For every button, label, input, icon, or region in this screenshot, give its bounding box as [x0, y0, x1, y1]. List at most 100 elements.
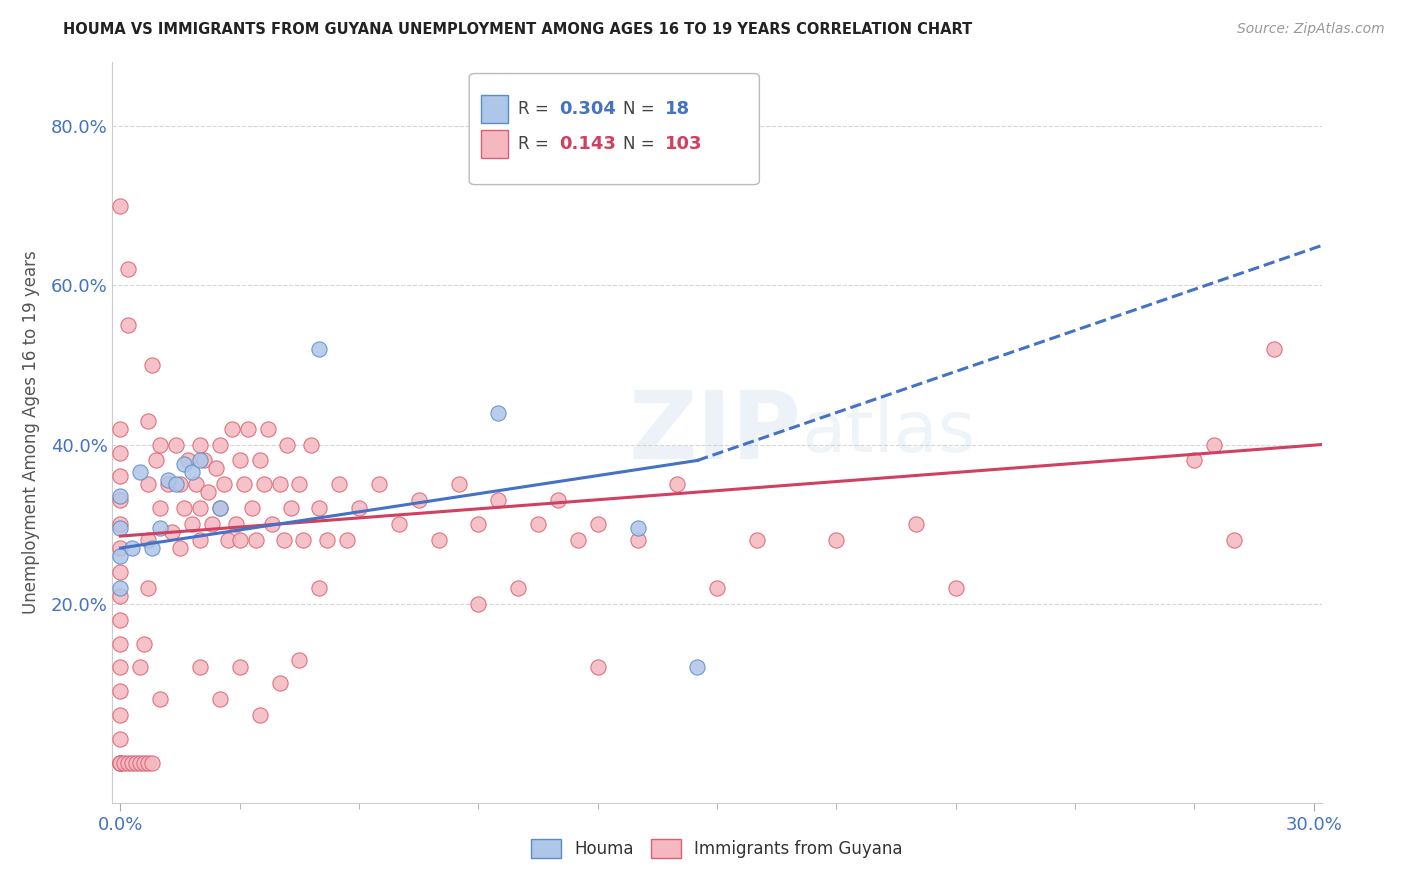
- Point: [110, 756, 132, 770]
- Point: [308, 342, 330, 356]
- Text: R =: R =: [517, 100, 554, 118]
- Point: [129, 466, 152, 480]
- Point: [121, 756, 143, 770]
- Point: [626, 521, 648, 535]
- FancyBboxPatch shape: [481, 130, 508, 158]
- Point: [141, 756, 163, 770]
- Point: [408, 493, 430, 508]
- Point: [169, 477, 191, 491]
- Point: [129, 756, 152, 770]
- Point: [110, 589, 132, 603]
- Point: [134, 756, 156, 770]
- Point: [160, 525, 183, 540]
- Point: [256, 422, 278, 436]
- Point: [188, 501, 211, 516]
- Point: [945, 581, 967, 595]
- Point: [253, 477, 276, 491]
- Text: 0.304: 0.304: [558, 100, 616, 118]
- Point: [825, 533, 848, 547]
- Point: [467, 597, 489, 611]
- Point: [447, 477, 470, 491]
- Point: [269, 676, 291, 690]
- Point: [110, 549, 132, 563]
- Point: [136, 477, 159, 491]
- Point: [193, 453, 215, 467]
- Legend: Houma, Immigrants from Guyana: Houma, Immigrants from Guyana: [524, 832, 910, 865]
- Point: [110, 199, 132, 213]
- Point: [249, 708, 271, 723]
- Text: N =: N =: [623, 135, 659, 153]
- Point: [110, 581, 132, 595]
- Point: [169, 541, 191, 555]
- Point: [110, 445, 132, 459]
- Point: [173, 501, 195, 516]
- Point: [467, 517, 489, 532]
- Point: [117, 318, 139, 333]
- Point: [117, 756, 139, 770]
- Point: [208, 437, 231, 451]
- Point: [904, 517, 927, 532]
- Point: [149, 521, 172, 535]
- Point: [666, 477, 689, 491]
- Point: [110, 637, 132, 651]
- Point: [1182, 453, 1205, 467]
- Point: [149, 501, 172, 516]
- Text: HOUMA VS IMMIGRANTS FROM GUYANA UNEMPLOYMENT AMONG AGES 16 TO 19 YEARS CORRELATI: HOUMA VS IMMIGRANTS FROM GUYANA UNEMPLOY…: [63, 22, 973, 37]
- Point: [328, 477, 350, 491]
- Point: [110, 732, 132, 747]
- Point: [427, 533, 450, 547]
- Point: [486, 406, 509, 420]
- Point: [165, 437, 187, 451]
- Point: [225, 517, 247, 532]
- Point: [110, 469, 132, 483]
- Point: [110, 756, 132, 770]
- Point: [229, 453, 252, 467]
- Point: [288, 477, 311, 491]
- Point: [141, 358, 163, 372]
- Point: [157, 474, 180, 488]
- Point: [229, 660, 252, 674]
- Point: [110, 708, 132, 723]
- Point: [110, 517, 132, 532]
- Point: [486, 493, 509, 508]
- Point: [1263, 342, 1285, 356]
- Text: ZIP: ZIP: [628, 386, 801, 479]
- Point: [110, 756, 132, 770]
- Point: [292, 533, 315, 547]
- Text: Source: ZipAtlas.com: Source: ZipAtlas.com: [1237, 22, 1385, 37]
- Point: [626, 533, 648, 547]
- Point: [706, 581, 728, 595]
- Point: [136, 756, 159, 770]
- Point: [208, 501, 231, 516]
- Point: [236, 422, 259, 436]
- Point: [112, 756, 135, 770]
- Point: [527, 517, 550, 532]
- Point: [181, 517, 204, 532]
- Point: [184, 477, 207, 491]
- Point: [136, 533, 159, 547]
- Point: [245, 533, 267, 547]
- Point: [208, 692, 231, 706]
- Point: [508, 581, 530, 595]
- Point: [110, 422, 132, 436]
- Point: [240, 501, 263, 516]
- Point: [586, 517, 609, 532]
- Point: [110, 541, 132, 555]
- Point: [201, 517, 224, 532]
- Point: [217, 533, 239, 547]
- Point: [136, 581, 159, 595]
- Point: [1223, 533, 1246, 547]
- Point: [269, 477, 291, 491]
- Point: [129, 660, 152, 674]
- Point: [547, 493, 569, 508]
- Point: [336, 533, 359, 547]
- Point: [165, 477, 187, 491]
- Point: [347, 501, 370, 516]
- Point: [276, 437, 298, 451]
- Point: [586, 660, 609, 674]
- Point: [197, 485, 219, 500]
- Point: [280, 501, 302, 516]
- Text: 103: 103: [665, 135, 703, 153]
- Text: R =: R =: [517, 135, 554, 153]
- Text: 0.143: 0.143: [558, 135, 616, 153]
